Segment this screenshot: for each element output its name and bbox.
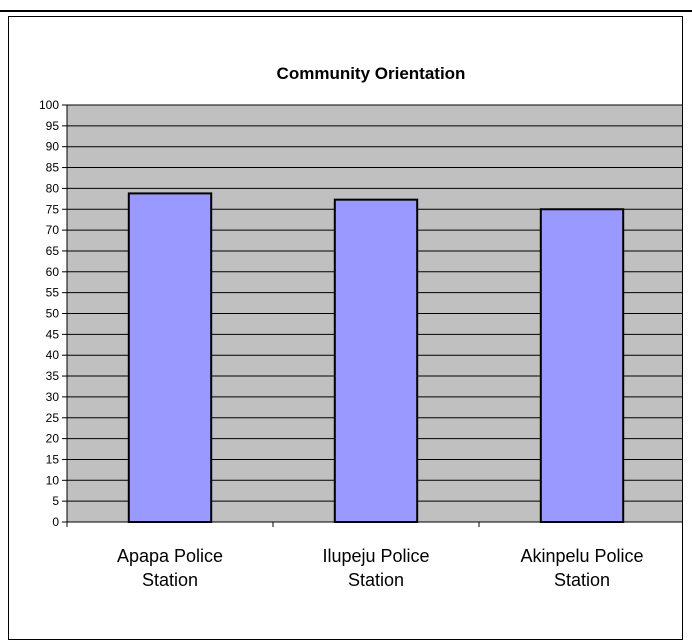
- y-tick-label: 85: [46, 161, 60, 175]
- x-category-label: Station: [142, 570, 198, 590]
- y-tick-label: 100: [39, 98, 59, 112]
- y-tick-label: 95: [46, 119, 60, 133]
- bar-1: [127, 192, 213, 524]
- chart-title: Community Orientation: [277, 64, 466, 83]
- x-category-label: Ilupeju Police: [322, 546, 429, 566]
- y-tick-label: 10: [46, 473, 60, 487]
- y-tick-label: 45: [46, 327, 60, 341]
- y-tick-label: 25: [46, 411, 60, 425]
- bar-3: [539, 208, 625, 523]
- y-tick-label: 65: [46, 244, 60, 258]
- y-tick-label: 80: [46, 181, 60, 195]
- y-tick-label: 5: [52, 494, 59, 508]
- x-category-label: Station: [554, 570, 610, 590]
- y-tick-label: 35: [46, 369, 60, 383]
- x-category-label: Station: [348, 570, 404, 590]
- page-top-edge: [0, 0, 692, 12]
- y-tick-label: 50: [46, 307, 60, 321]
- bar-chart: Community Orientation 0 5 10 15 20 25 30 35 40 45…: [39, 64, 686, 590]
- y-tick-label: 0: [52, 515, 59, 529]
- x-category-label: Apapa Police: [117, 546, 223, 566]
- y-tick-label: 75: [46, 202, 60, 216]
- y-tick-label: 15: [46, 452, 60, 466]
- y-tick-label: 20: [46, 432, 60, 446]
- y-tick-label: 70: [46, 223, 60, 237]
- y-tick-label: 30: [46, 390, 60, 404]
- y-tick-label: 40: [46, 348, 60, 362]
- y-tick-label: 55: [46, 286, 60, 300]
- y-tick-label: 90: [46, 140, 60, 154]
- x-category-label: Akinpelu Police: [520, 546, 643, 566]
- bar-2: [333, 198, 419, 523]
- chart-frame: Community Orientation 0 5 10 15 20 25 30 35 40 45…: [8, 16, 686, 640]
- y-tick-label: 60: [46, 265, 60, 279]
